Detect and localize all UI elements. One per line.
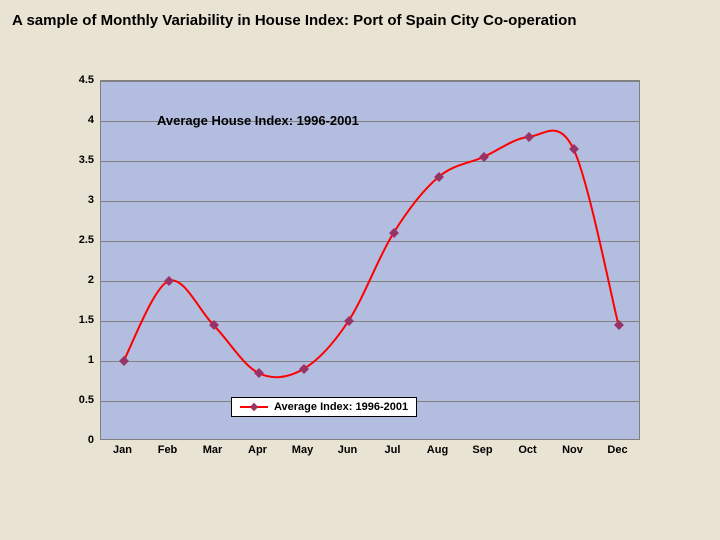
y-tick-label: 1 [88,354,94,366]
x-tick-label: Mar [203,444,223,456]
chart-inner-title: Average House Index: 1996-2001 [157,113,359,128]
legend-label: Average Index: 1996-2001 [274,401,408,413]
x-tick-label: Sep [472,444,492,456]
x-tick-label: Apr [248,444,267,456]
legend-box: Average Index: 1996-2001 [231,397,417,417]
x-tick-label: Aug [427,444,448,456]
x-tick-label: Jan [113,444,132,456]
y-tick-label: 3.5 [79,154,94,166]
x-tick-label: Oct [518,444,536,456]
slide-page: A sample of Monthly Variability in House… [0,0,720,540]
y-tick-label: 2.5 [79,234,94,246]
y-tick-label: 4.5 [79,74,94,86]
x-tick-label: Jul [385,444,401,456]
x-tick-label: Nov [562,444,583,456]
y-tick-label: 4 [88,114,94,126]
x-tick-label: Dec [607,444,627,456]
y-tick-label: 1.5 [79,314,94,326]
series-line [101,81,641,441]
x-tick-label: May [292,444,313,456]
chart-container: 00.511.522.533.544.5 Average Index: 1996… [60,80,660,500]
x-tick-label: Jun [338,444,358,456]
plot-area: Average Index: 1996-2001 Average House I… [100,80,640,440]
y-tick-label: 0.5 [79,394,94,406]
y-axis-labels: 00.511.522.533.544.5 [60,80,98,440]
y-tick-label: 0 [88,434,94,446]
x-tick-label: Feb [158,444,178,456]
y-tick-label: 2 [88,274,94,286]
page-title: A sample of Monthly Variability in House… [12,12,577,29]
legend-swatch-marker [250,403,258,411]
y-tick-label: 3 [88,194,94,206]
legend-swatch-line [240,406,268,408]
